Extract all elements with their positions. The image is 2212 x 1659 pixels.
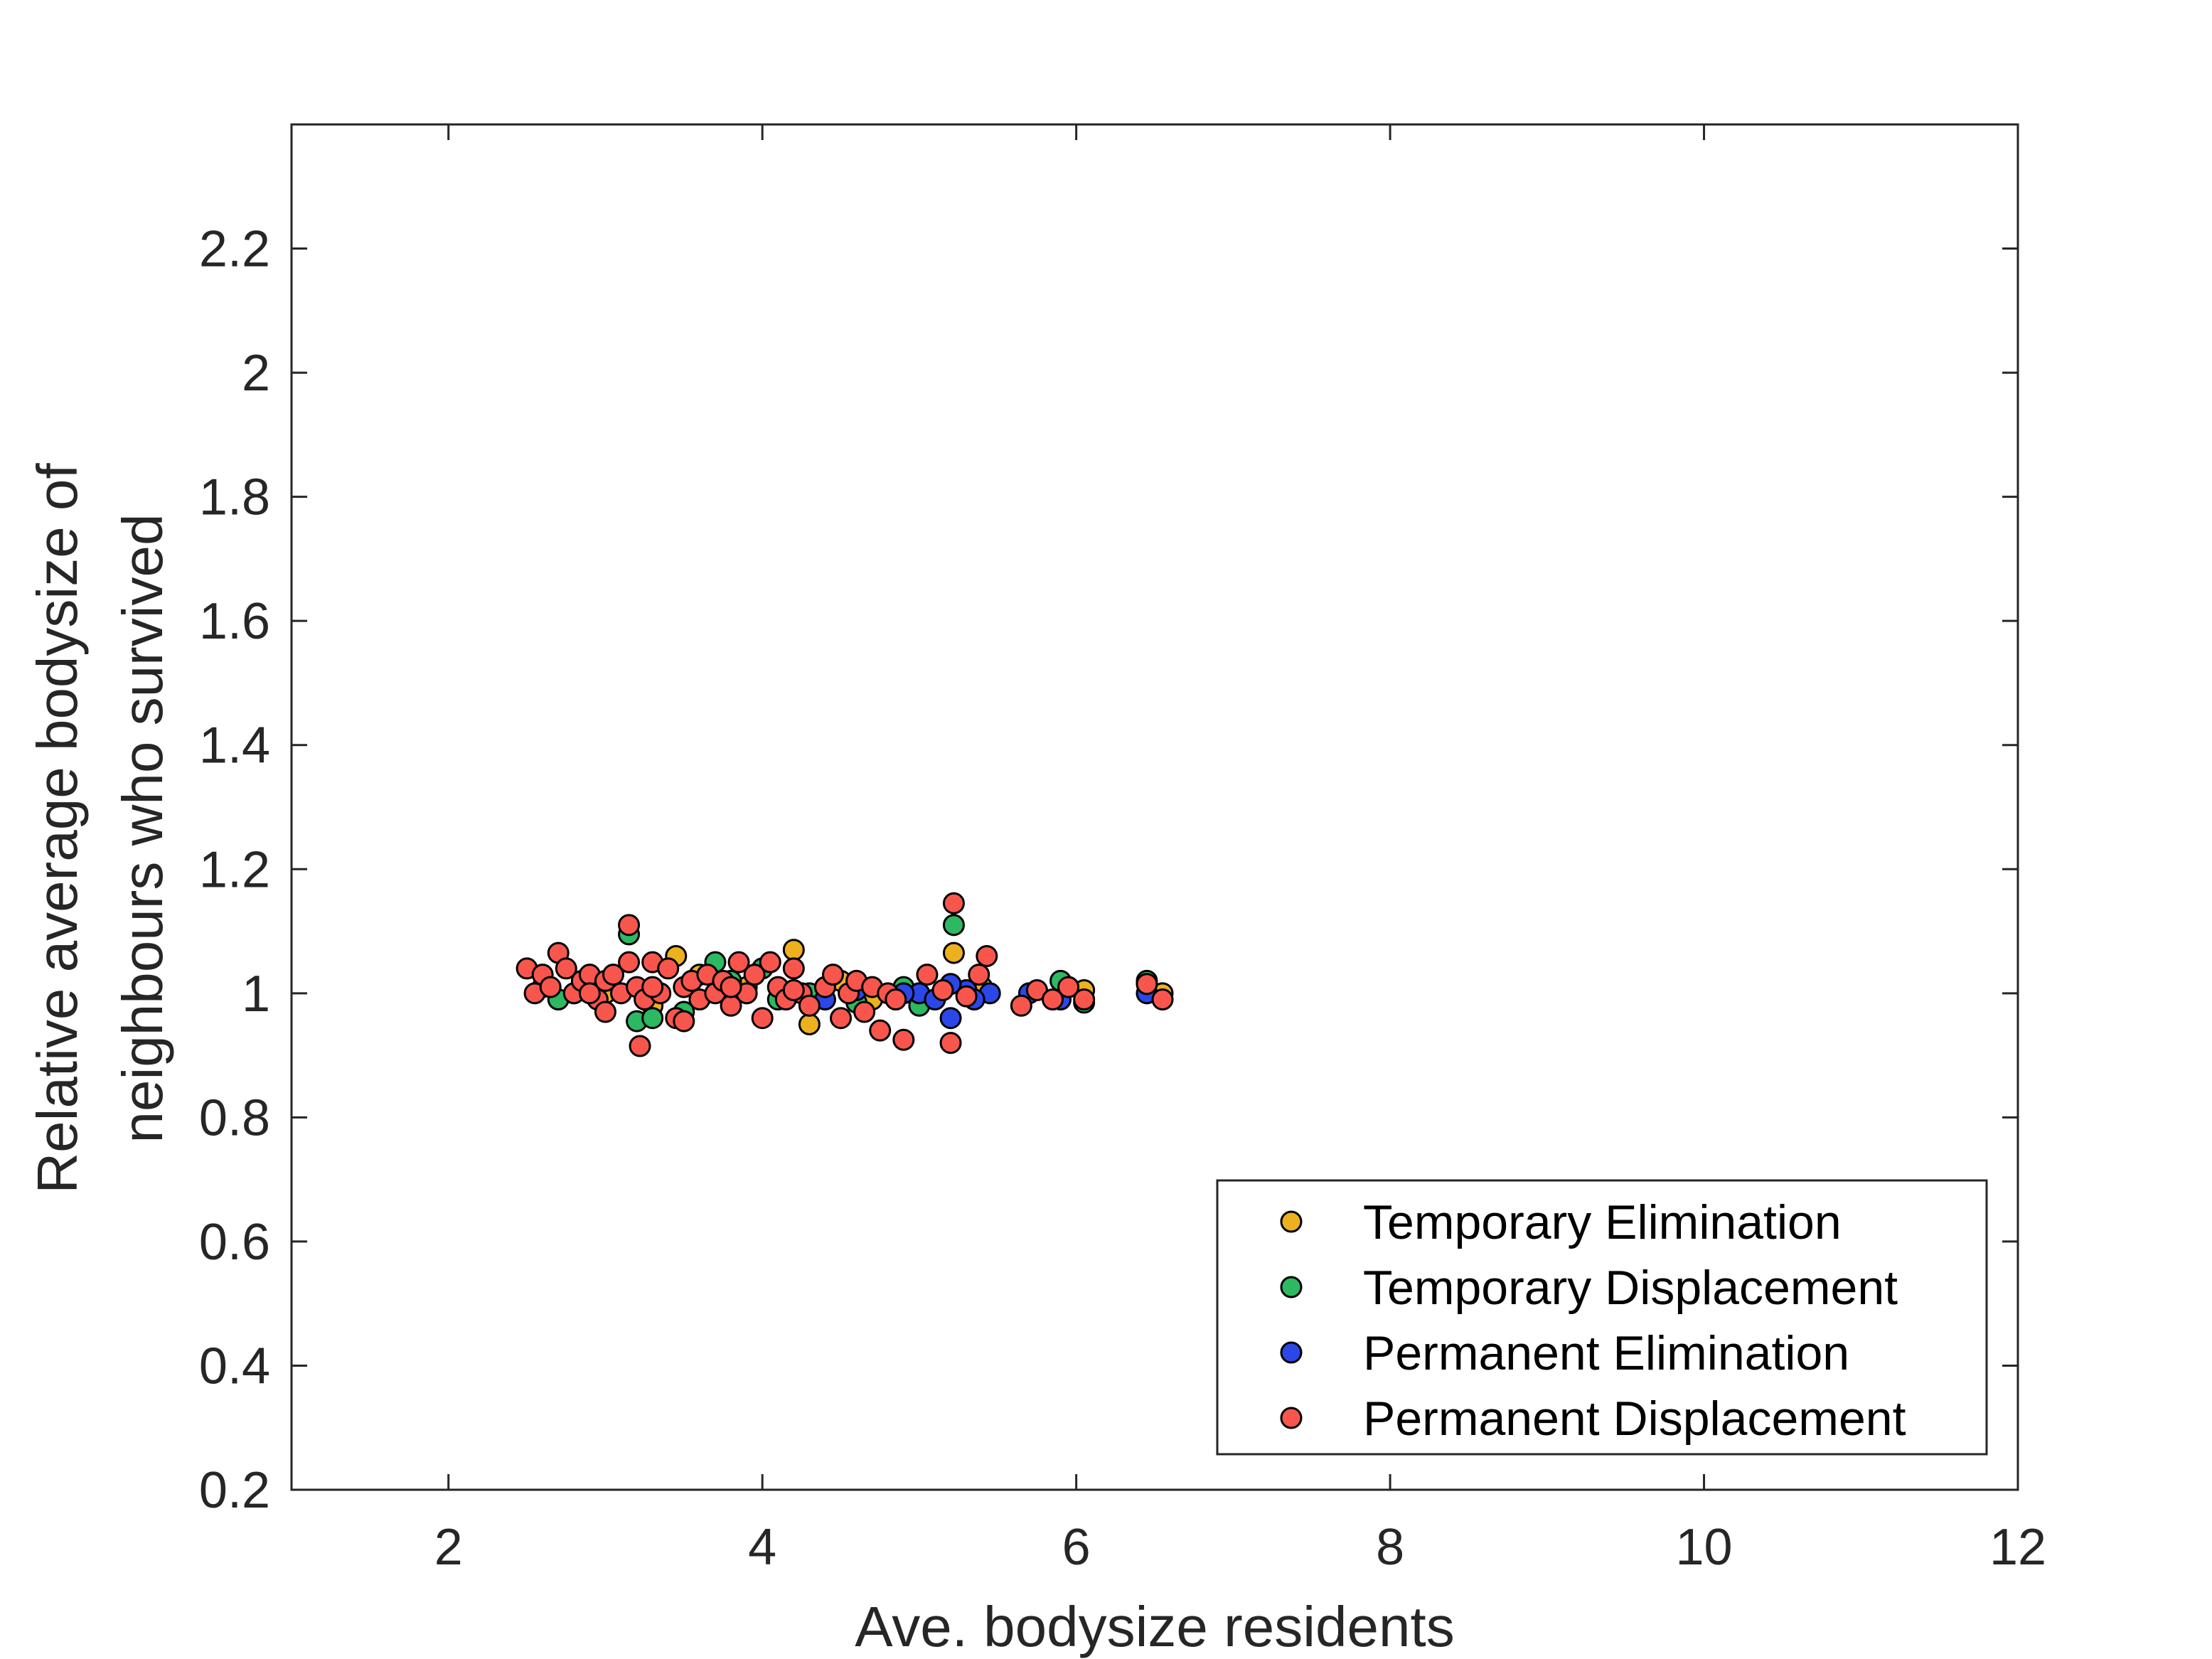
data-point (657, 957, 680, 980)
y-tick-label: 1.8 (199, 469, 270, 526)
legend: Temporary Elimination Temporary Displacem… (1216, 1179, 1988, 1456)
data-point (1151, 988, 1174, 1011)
x-tick-label: 12 (1989, 1519, 2046, 1576)
data-point (892, 1028, 915, 1051)
data-point (931, 978, 954, 1001)
legend-label: Permanent Elimination (1363, 1326, 1849, 1380)
plot-area: 2 4 6 8 10 12 0.2 0.4 0.6 0.8 1 1.2 1.4 1.6 1.8 2 2.2 (199, 123, 2046, 1576)
data-point (798, 994, 821, 1017)
x-tick-label: 2 (434, 1519, 463, 1576)
data-point (1057, 976, 1080, 998)
legend-marker (1280, 1341, 1303, 1364)
data-point (641, 1007, 664, 1030)
data-point (968, 964, 990, 986)
data-point (782, 978, 805, 1001)
data-point (578, 982, 601, 1005)
data-point (629, 1035, 651, 1057)
y-tick-label: 0.2 (199, 1462, 270, 1519)
data-point (618, 914, 641, 937)
data-point (942, 892, 965, 914)
y-axis-title: Relative average bodysize of neighbours … (26, 463, 174, 1194)
x-axis-title: Ave. bodysize residents (855, 1595, 1454, 1658)
data-point (942, 914, 965, 937)
data-point (1136, 973, 1158, 996)
data-point (942, 941, 965, 964)
data-point (673, 1010, 695, 1033)
y-tick-label: 2 (242, 345, 270, 402)
data-point (594, 1001, 616, 1023)
data-point (939, 1007, 962, 1030)
data-point (869, 1019, 892, 1042)
x-tick-label: 8 (1376, 1519, 1404, 1576)
legend-label: Temporary Elimination (1363, 1195, 1842, 1249)
data-point (743, 964, 766, 986)
legend-marker (1280, 1407, 1303, 1429)
data-point (976, 944, 998, 967)
data-point (939, 1032, 962, 1055)
y-tick-label: 0.4 (199, 1338, 270, 1394)
legend-box (1216, 1179, 1988, 1456)
data-point (618, 951, 641, 973)
legend-marker (1280, 1210, 1303, 1233)
legend-label: Permanent Displacement (1363, 1392, 1906, 1446)
data-point (916, 964, 939, 986)
data-point (727, 951, 750, 973)
y-tick-label: 2.2 (199, 221, 270, 278)
x-tick-label: 4 (748, 1519, 776, 1576)
data-point (751, 1007, 774, 1030)
x-tick-label: 6 (1062, 1519, 1091, 1576)
legend-label: Temporary Displacement (1363, 1261, 1898, 1315)
data-point (720, 976, 742, 998)
legend-marker (1280, 1276, 1303, 1298)
data-point (885, 988, 907, 1011)
data-point (1042, 988, 1064, 1011)
data-point (602, 964, 624, 986)
series-permanent-displacement (515, 892, 1174, 1057)
x-tick-label: 10 (1675, 1519, 1732, 1576)
axes-box (290, 123, 2019, 1491)
data-point (759, 951, 781, 973)
data-point (822, 964, 845, 986)
y-tick-label: 1.6 (199, 593, 270, 650)
data-point (539, 976, 562, 998)
data-point (955, 985, 978, 1008)
data-point (1010, 994, 1032, 1017)
y-axis-title-line-1: Relative average bodysize of (26, 463, 89, 1194)
y-tick-label: 1.2 (199, 841, 270, 898)
y-axis-title-line-2: neighbours who survived (111, 514, 174, 1143)
y-tick-label: 0.8 (199, 1089, 270, 1146)
data-point (555, 957, 577, 980)
data-point (782, 957, 805, 980)
y-tick-label: 1 (242, 966, 270, 1023)
y-tick-label: 1.4 (199, 718, 270, 774)
y-tick-label: 0.6 (199, 1214, 270, 1271)
data-point (853, 1001, 876, 1023)
data-point (641, 976, 664, 998)
data-point (830, 1007, 853, 1030)
data-point (782, 939, 805, 961)
data-point (1073, 988, 1096, 1011)
data-point (798, 1013, 821, 1035)
